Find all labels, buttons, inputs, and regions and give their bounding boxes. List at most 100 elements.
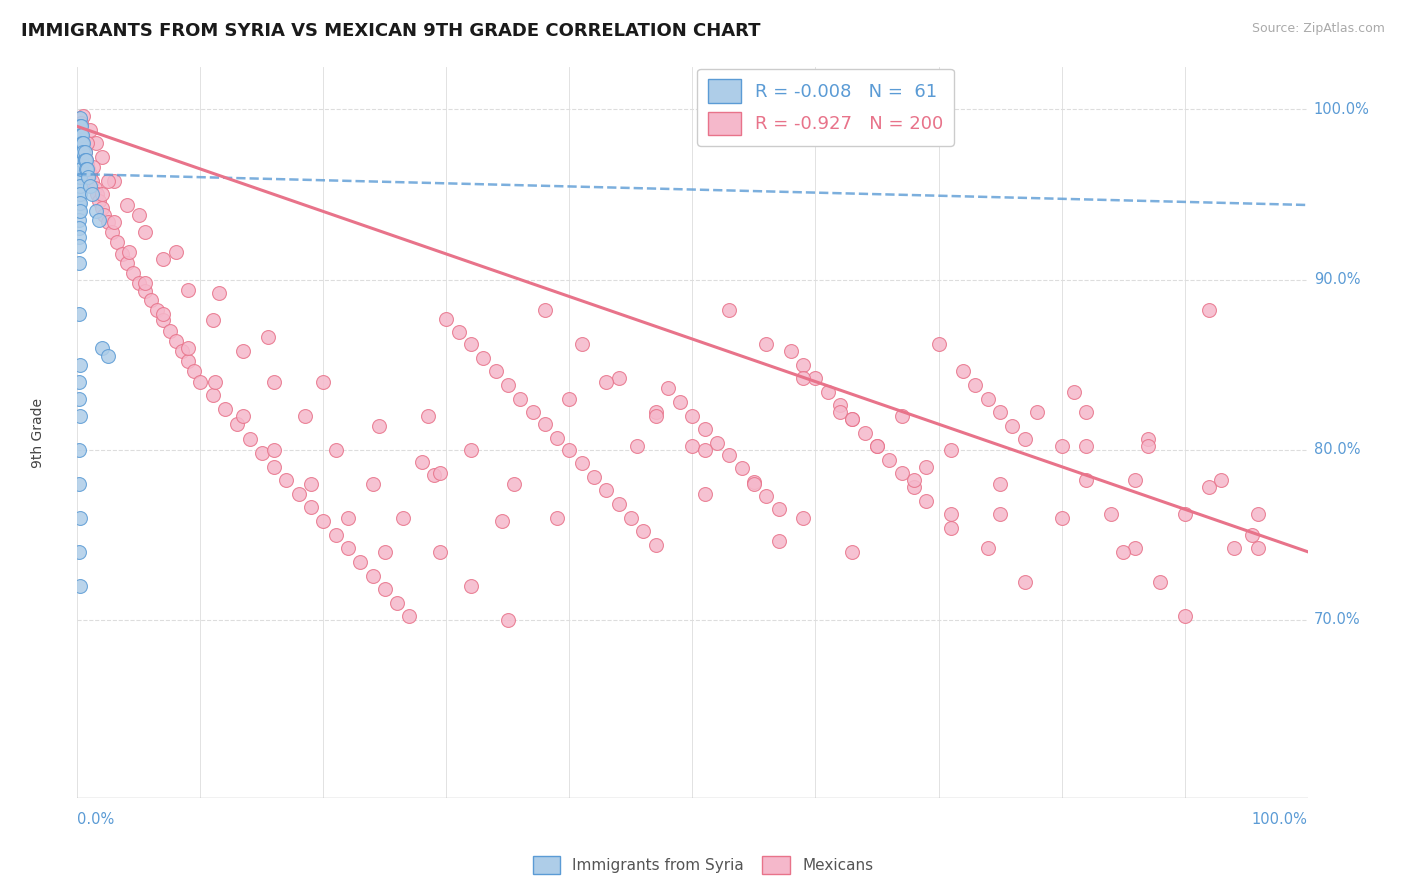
Point — [177, 341, 200, 355]
Point — [416, 409, 439, 423]
Point — [294, 409, 316, 423]
Point — [90, 150, 114, 164]
Point — [239, 433, 262, 447]
Point — [1014, 433, 1036, 447]
Point — [69, 170, 91, 185]
Point — [755, 337, 778, 351]
Point — [633, 524, 655, 539]
Point — [232, 409, 254, 423]
Point — [682, 409, 704, 423]
Point — [67, 145, 90, 159]
Point — [571, 456, 593, 470]
Point — [77, 170, 100, 185]
Point — [1125, 473, 1147, 487]
Point — [69, 123, 91, 137]
Point — [67, 178, 90, 193]
Point — [792, 358, 814, 372]
Point — [682, 439, 704, 453]
Point — [73, 153, 96, 168]
Point — [398, 609, 420, 624]
Point — [86, 187, 108, 202]
Point — [67, 161, 90, 176]
Point — [915, 459, 938, 474]
Point — [644, 405, 666, 419]
Point — [159, 324, 181, 338]
Point — [742, 475, 765, 489]
Point — [263, 375, 285, 389]
Point — [780, 343, 803, 358]
Point — [70, 145, 93, 159]
Point — [79, 178, 101, 193]
Point — [72, 145, 94, 159]
Point — [361, 476, 384, 491]
Point — [1198, 303, 1220, 318]
Point — [69, 178, 91, 193]
Point — [72, 140, 94, 154]
Point — [257, 330, 280, 344]
Point — [97, 215, 120, 229]
Point — [105, 235, 128, 249]
Point — [141, 293, 163, 307]
Point — [79, 167, 101, 181]
Point — [607, 371, 630, 385]
Point — [69, 204, 91, 219]
Point — [118, 245, 141, 260]
Point — [67, 238, 90, 252]
Point — [128, 276, 150, 290]
Point — [70, 128, 93, 142]
Point — [70, 136, 93, 151]
Point — [83, 180, 105, 194]
Point — [90, 341, 114, 355]
Point — [361, 568, 384, 582]
Point — [853, 425, 876, 440]
Point — [534, 417, 557, 431]
Point — [67, 213, 90, 227]
Point — [879, 453, 901, 467]
Point — [866, 439, 889, 453]
Point — [67, 170, 90, 185]
Point — [496, 378, 519, 392]
Point — [546, 431, 568, 445]
Point — [134, 285, 156, 299]
Point — [69, 196, 91, 211]
Point — [977, 392, 1000, 406]
Point — [288, 487, 311, 501]
Point — [75, 153, 97, 168]
Point — [101, 225, 124, 239]
Point — [1136, 439, 1159, 453]
Point — [1050, 510, 1073, 524]
Point — [1247, 508, 1270, 522]
Point — [134, 276, 156, 290]
Point — [1026, 405, 1049, 419]
Point — [522, 405, 544, 419]
Point — [69, 145, 91, 159]
Point — [67, 128, 90, 142]
Point — [1112, 544, 1135, 558]
Point — [82, 161, 104, 175]
Point — [558, 442, 581, 457]
Point — [90, 201, 114, 215]
Point — [928, 337, 950, 351]
Point — [84, 204, 107, 219]
Point — [146, 303, 169, 318]
Point — [472, 351, 495, 365]
Point — [977, 541, 1000, 556]
Point — [67, 204, 90, 219]
Point — [1174, 609, 1197, 624]
Point — [460, 442, 482, 457]
Point — [546, 510, 568, 524]
Point — [718, 303, 741, 318]
Point — [69, 161, 91, 176]
Point — [67, 230, 90, 244]
Point — [1063, 384, 1085, 399]
Point — [939, 442, 962, 457]
Point — [84, 136, 107, 151]
Point — [509, 392, 531, 406]
Point — [1076, 473, 1098, 487]
Point — [67, 375, 90, 389]
Point — [70, 116, 93, 130]
Point — [69, 510, 91, 524]
Point — [755, 489, 778, 503]
Point — [768, 534, 790, 549]
Text: 0.0%: 0.0% — [77, 812, 114, 827]
